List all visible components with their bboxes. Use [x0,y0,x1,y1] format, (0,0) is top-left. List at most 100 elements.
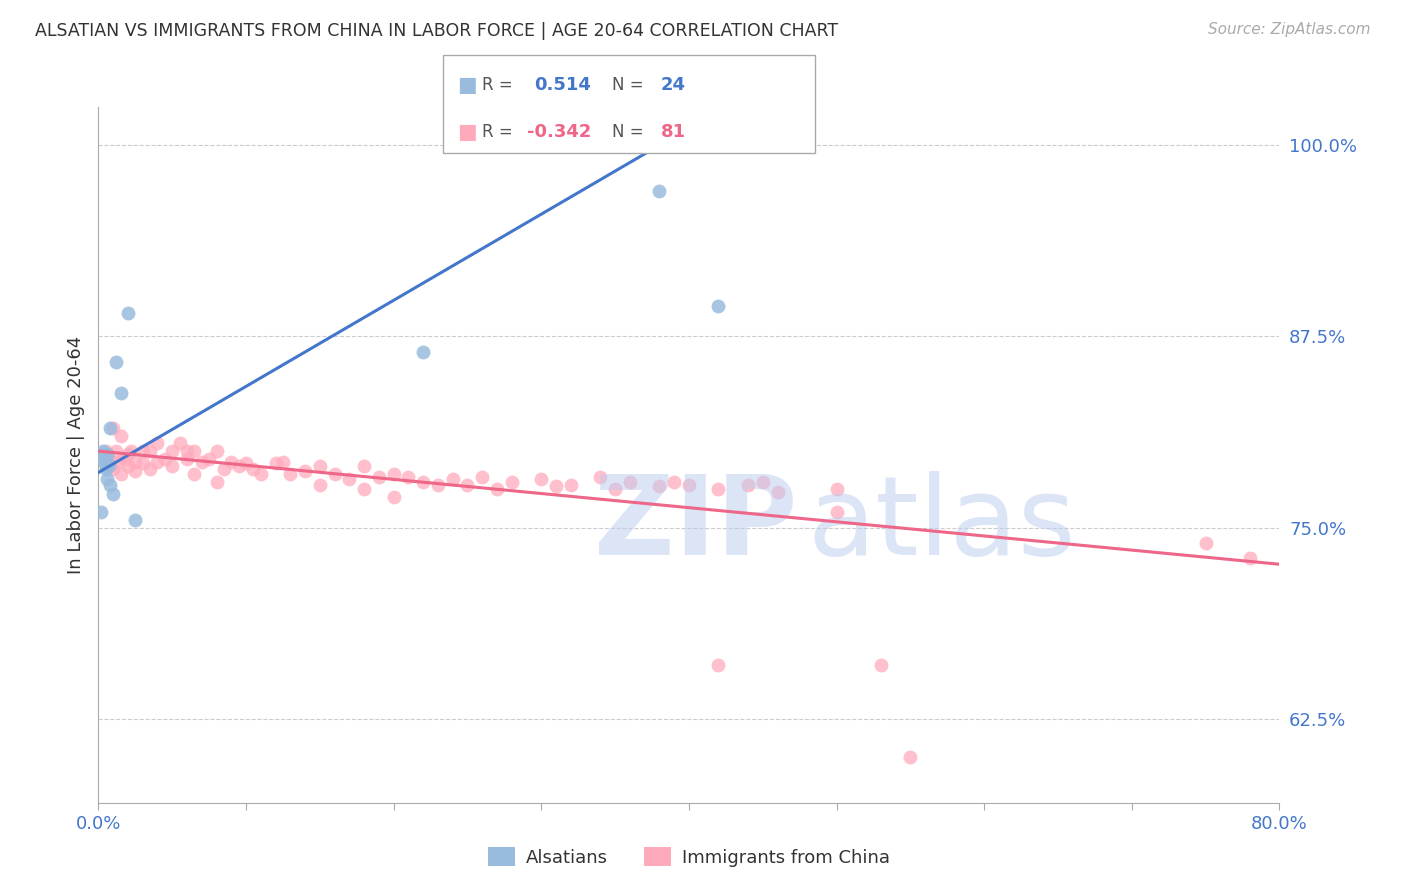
Text: ALSATIAN VS IMMIGRANTS FROM CHINA IN LABOR FORCE | AGE 20-64 CORRELATION CHART: ALSATIAN VS IMMIGRANTS FROM CHINA IN LAB… [35,22,838,40]
Point [94,455,117,469]
Point [117,447,139,461]
Point [97,451,120,466]
Point [96,472,118,486]
Point [105,355,128,369]
Point [309,477,332,491]
Point [219,455,242,469]
Point [94,462,117,476]
Point [94,459,117,474]
Point [96,455,118,469]
Point [114,451,136,466]
Point [205,475,228,489]
Point [825,483,848,497]
Point [93,455,115,469]
Point [441,472,464,486]
Text: ■: ■ [457,122,477,142]
Point [146,455,169,469]
Point [90,505,112,519]
Point [153,451,176,466]
Point [396,470,419,484]
Point [707,658,730,673]
Point [183,444,205,458]
Point [162,444,183,458]
Text: R =: R = [482,76,513,94]
Point [235,456,257,470]
Point [471,470,494,484]
Point [707,483,730,497]
Point [323,467,346,481]
Point [766,485,789,500]
Point [1195,536,1218,550]
Point [97,458,120,472]
Text: 24: 24 [661,76,686,94]
Point [751,475,773,489]
Point [117,459,139,474]
Point [103,462,125,476]
Point [91,444,114,458]
Point [242,462,264,476]
Point [353,459,375,474]
Point [353,483,375,497]
Point [427,477,450,491]
Point [707,299,730,313]
Point [664,475,686,489]
Point [382,467,405,481]
Point [900,750,922,764]
Point [132,444,155,458]
Point [589,470,612,484]
Text: ■: ■ [457,75,477,95]
Point [501,475,523,489]
Point [191,455,214,469]
Y-axis label: In Labor Force | Age 20-64: In Labor Force | Age 20-64 [66,335,84,574]
Point [98,459,121,474]
Point [619,475,641,489]
Point [94,444,117,458]
Point [250,467,273,481]
Point [228,459,250,474]
Point [271,455,294,469]
Point [205,444,228,458]
Point [176,444,198,458]
Point [169,436,191,450]
Text: N =: N = [612,76,643,94]
Point [294,464,316,478]
Point [368,470,391,484]
Point [91,447,114,461]
Point [825,505,848,519]
Point [110,467,132,481]
Point [412,344,434,359]
Point [93,449,115,463]
Legend: Alsatians, Immigrants from China: Alsatians, Immigrants from China [481,840,897,874]
Point [110,386,132,401]
Point [678,477,700,491]
Point [107,455,129,469]
Point [146,436,169,450]
Text: 0.514: 0.514 [534,76,591,94]
Point [212,462,235,476]
Point [105,444,128,458]
Point [412,475,434,489]
Text: -0.342: -0.342 [527,123,592,141]
Point [869,658,891,673]
Point [176,451,198,466]
Point [96,447,118,461]
Point [456,477,478,491]
Point [1239,551,1261,566]
Point [264,456,287,470]
Point [94,450,117,465]
Text: Source: ZipAtlas.com: Source: ZipAtlas.com [1208,22,1371,37]
Text: ZIP: ZIP [595,471,797,578]
Point [198,451,221,466]
Point [560,477,582,491]
Point [737,477,759,491]
Point [486,483,509,497]
Point [124,464,146,478]
Point [139,444,162,458]
Text: N =: N = [612,123,643,141]
Point [103,487,125,501]
Point [605,483,627,497]
Point [162,459,183,474]
Point [117,306,139,320]
Point [648,184,671,198]
Point [98,477,121,491]
